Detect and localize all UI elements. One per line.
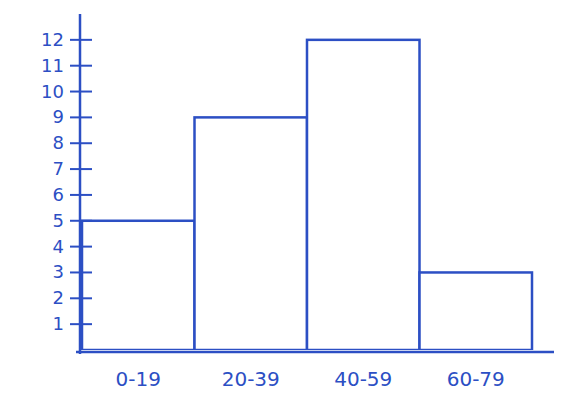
y-tick-label: 11: [41, 55, 64, 76]
chart-container: 1234567891011120-1920-3940-5960-79: [0, 0, 561, 406]
y-tick: [70, 323, 92, 325]
y-tick: [70, 39, 92, 41]
y-tick: [70, 91, 92, 93]
y-tick-label: 5: [53, 210, 64, 231]
bar: [195, 117, 308, 350]
y-tick-label: 7: [53, 158, 64, 179]
y-tick: [70, 194, 92, 196]
y-tick-label: 3: [53, 261, 64, 282]
bar: [307, 40, 420, 350]
y-tick-label: 10: [41, 81, 64, 102]
y-tick: [70, 271, 92, 273]
y-tick-label: 2: [53, 287, 64, 308]
x-tick-label: 60-79: [447, 367, 505, 391]
y-tick: [70, 116, 92, 118]
y-tick-label: 8: [53, 132, 64, 153]
y-tick: [70, 142, 92, 144]
y-tick: [70, 297, 92, 299]
y-tick-label: 9: [53, 106, 64, 127]
chart-svg: 1234567891011120-1920-3940-5960-79: [0, 0, 561, 406]
y-tick-label: 12: [41, 29, 64, 50]
bar: [420, 272, 533, 350]
y-tick: [70, 220, 92, 222]
y-tick-label: 1: [53, 313, 64, 334]
y-tick: [70, 246, 92, 248]
x-tick-label: 20-39: [222, 367, 280, 391]
y-tick: [70, 65, 92, 67]
x-tick-label: 40-59: [334, 367, 392, 391]
x-axis-line: [76, 351, 554, 354]
bars: [82, 40, 532, 350]
x-tick-label: 0-19: [116, 367, 161, 391]
y-tick-label: 4: [53, 236, 64, 257]
bar: [82, 221, 195, 350]
y-tick-label: 6: [53, 184, 64, 205]
y-tick: [70, 168, 92, 170]
